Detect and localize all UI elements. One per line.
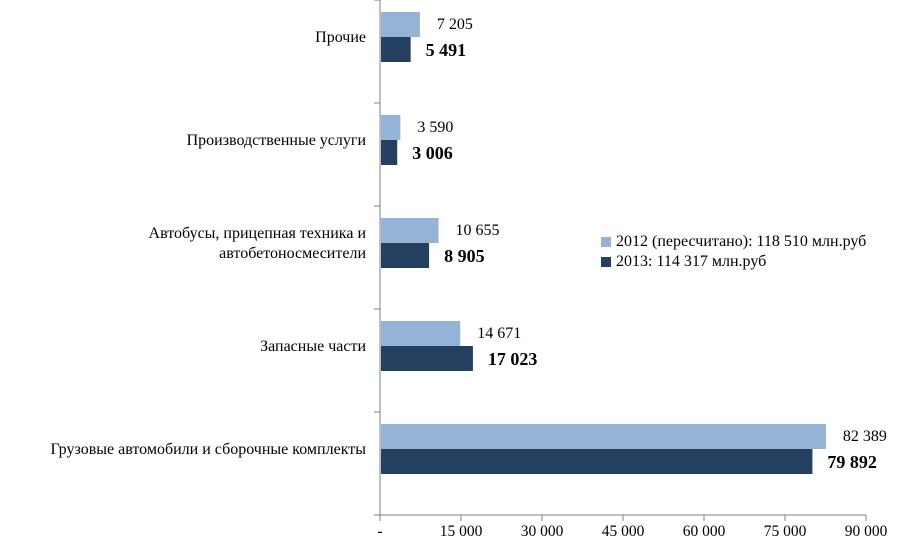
category-label: Автобусы, прицепная техника и автобетонос… bbox=[149, 225, 367, 262]
bars-group: 82 389 79 892 14 671 17 023 10 655 8 905 3 590… bbox=[381, 12, 887, 474]
value-label-2013: 3 006 bbox=[412, 143, 453, 163]
x-tick-label: 30 000 bbox=[521, 523, 564, 538]
category-label-line: Автобусы, прицепная техника и bbox=[149, 225, 367, 242]
axis-group: - 15 000 30 000 45 000 60 000 75 000 90 000 bbox=[374, 0, 888, 538]
category-label: Грузовые автомобили и сборочные комплект… bbox=[50, 441, 366, 458]
value-label-2012: 10 655 bbox=[456, 222, 500, 239]
bar-2012 bbox=[381, 115, 401, 140]
bar-2013 bbox=[381, 243, 430, 268]
bar-2013 bbox=[381, 449, 813, 474]
x-tick-label: 75 000 bbox=[764, 523, 807, 538]
bar-2013 bbox=[381, 37, 411, 62]
x-tick-label: 45 000 bbox=[602, 523, 645, 538]
x-tick-label: 90 000 bbox=[845, 523, 888, 538]
legend-swatch-2013 bbox=[601, 257, 611, 267]
bar-2012 bbox=[381, 218, 439, 243]
value-label-2012: 82 389 bbox=[843, 428, 887, 445]
bar-2012 bbox=[381, 424, 826, 449]
value-label-2013: 5 491 bbox=[426, 40, 467, 60]
legend: 2012 (пересчитано): 118 510 млн.руб 2013:… bbox=[601, 233, 866, 270]
value-label-2013: 79 892 bbox=[827, 452, 877, 472]
value-label-2012: 14 671 bbox=[477, 325, 521, 342]
category-label: Прочие bbox=[315, 29, 366, 46]
value-label-2013: 8 905 bbox=[444, 246, 485, 266]
category-label-line: Производственные услуги bbox=[187, 132, 367, 149]
value-label-2013: 17 023 bbox=[488, 349, 538, 369]
category-label-line: Запасные части bbox=[260, 338, 366, 355]
x-tick-label: 15 000 bbox=[440, 523, 483, 538]
category-label: Запасные части bbox=[260, 338, 366, 355]
category-label-line: Грузовые автомобили и сборочные комплект… bbox=[50, 441, 366, 458]
bar-2013 bbox=[381, 140, 398, 165]
bar-2012 bbox=[381, 321, 461, 346]
x-tick-label: 60 000 bbox=[683, 523, 726, 538]
legend-label-2012: 2012 (пересчитано): 118 510 млн.руб bbox=[616, 233, 866, 250]
bar-2013 bbox=[381, 346, 473, 371]
value-label-2012: 7 205 bbox=[437, 16, 473, 33]
x-tick-label: - bbox=[377, 523, 382, 538]
category-label: Производственные услуги bbox=[187, 132, 367, 149]
value-label-2012: 3 590 bbox=[417, 119, 453, 136]
category-label-line: Прочие bbox=[315, 29, 366, 46]
bar-2012 bbox=[381, 12, 420, 37]
category-label-line: автобетоносмесители bbox=[219, 245, 366, 262]
category-labels-group: Грузовые автомобили и сборочные комплект… bbox=[50, 29, 366, 458]
legend-label-2013: 2013: 114 317 млн.руб bbox=[616, 253, 766, 270]
legend-swatch-2012 bbox=[601, 237, 611, 247]
